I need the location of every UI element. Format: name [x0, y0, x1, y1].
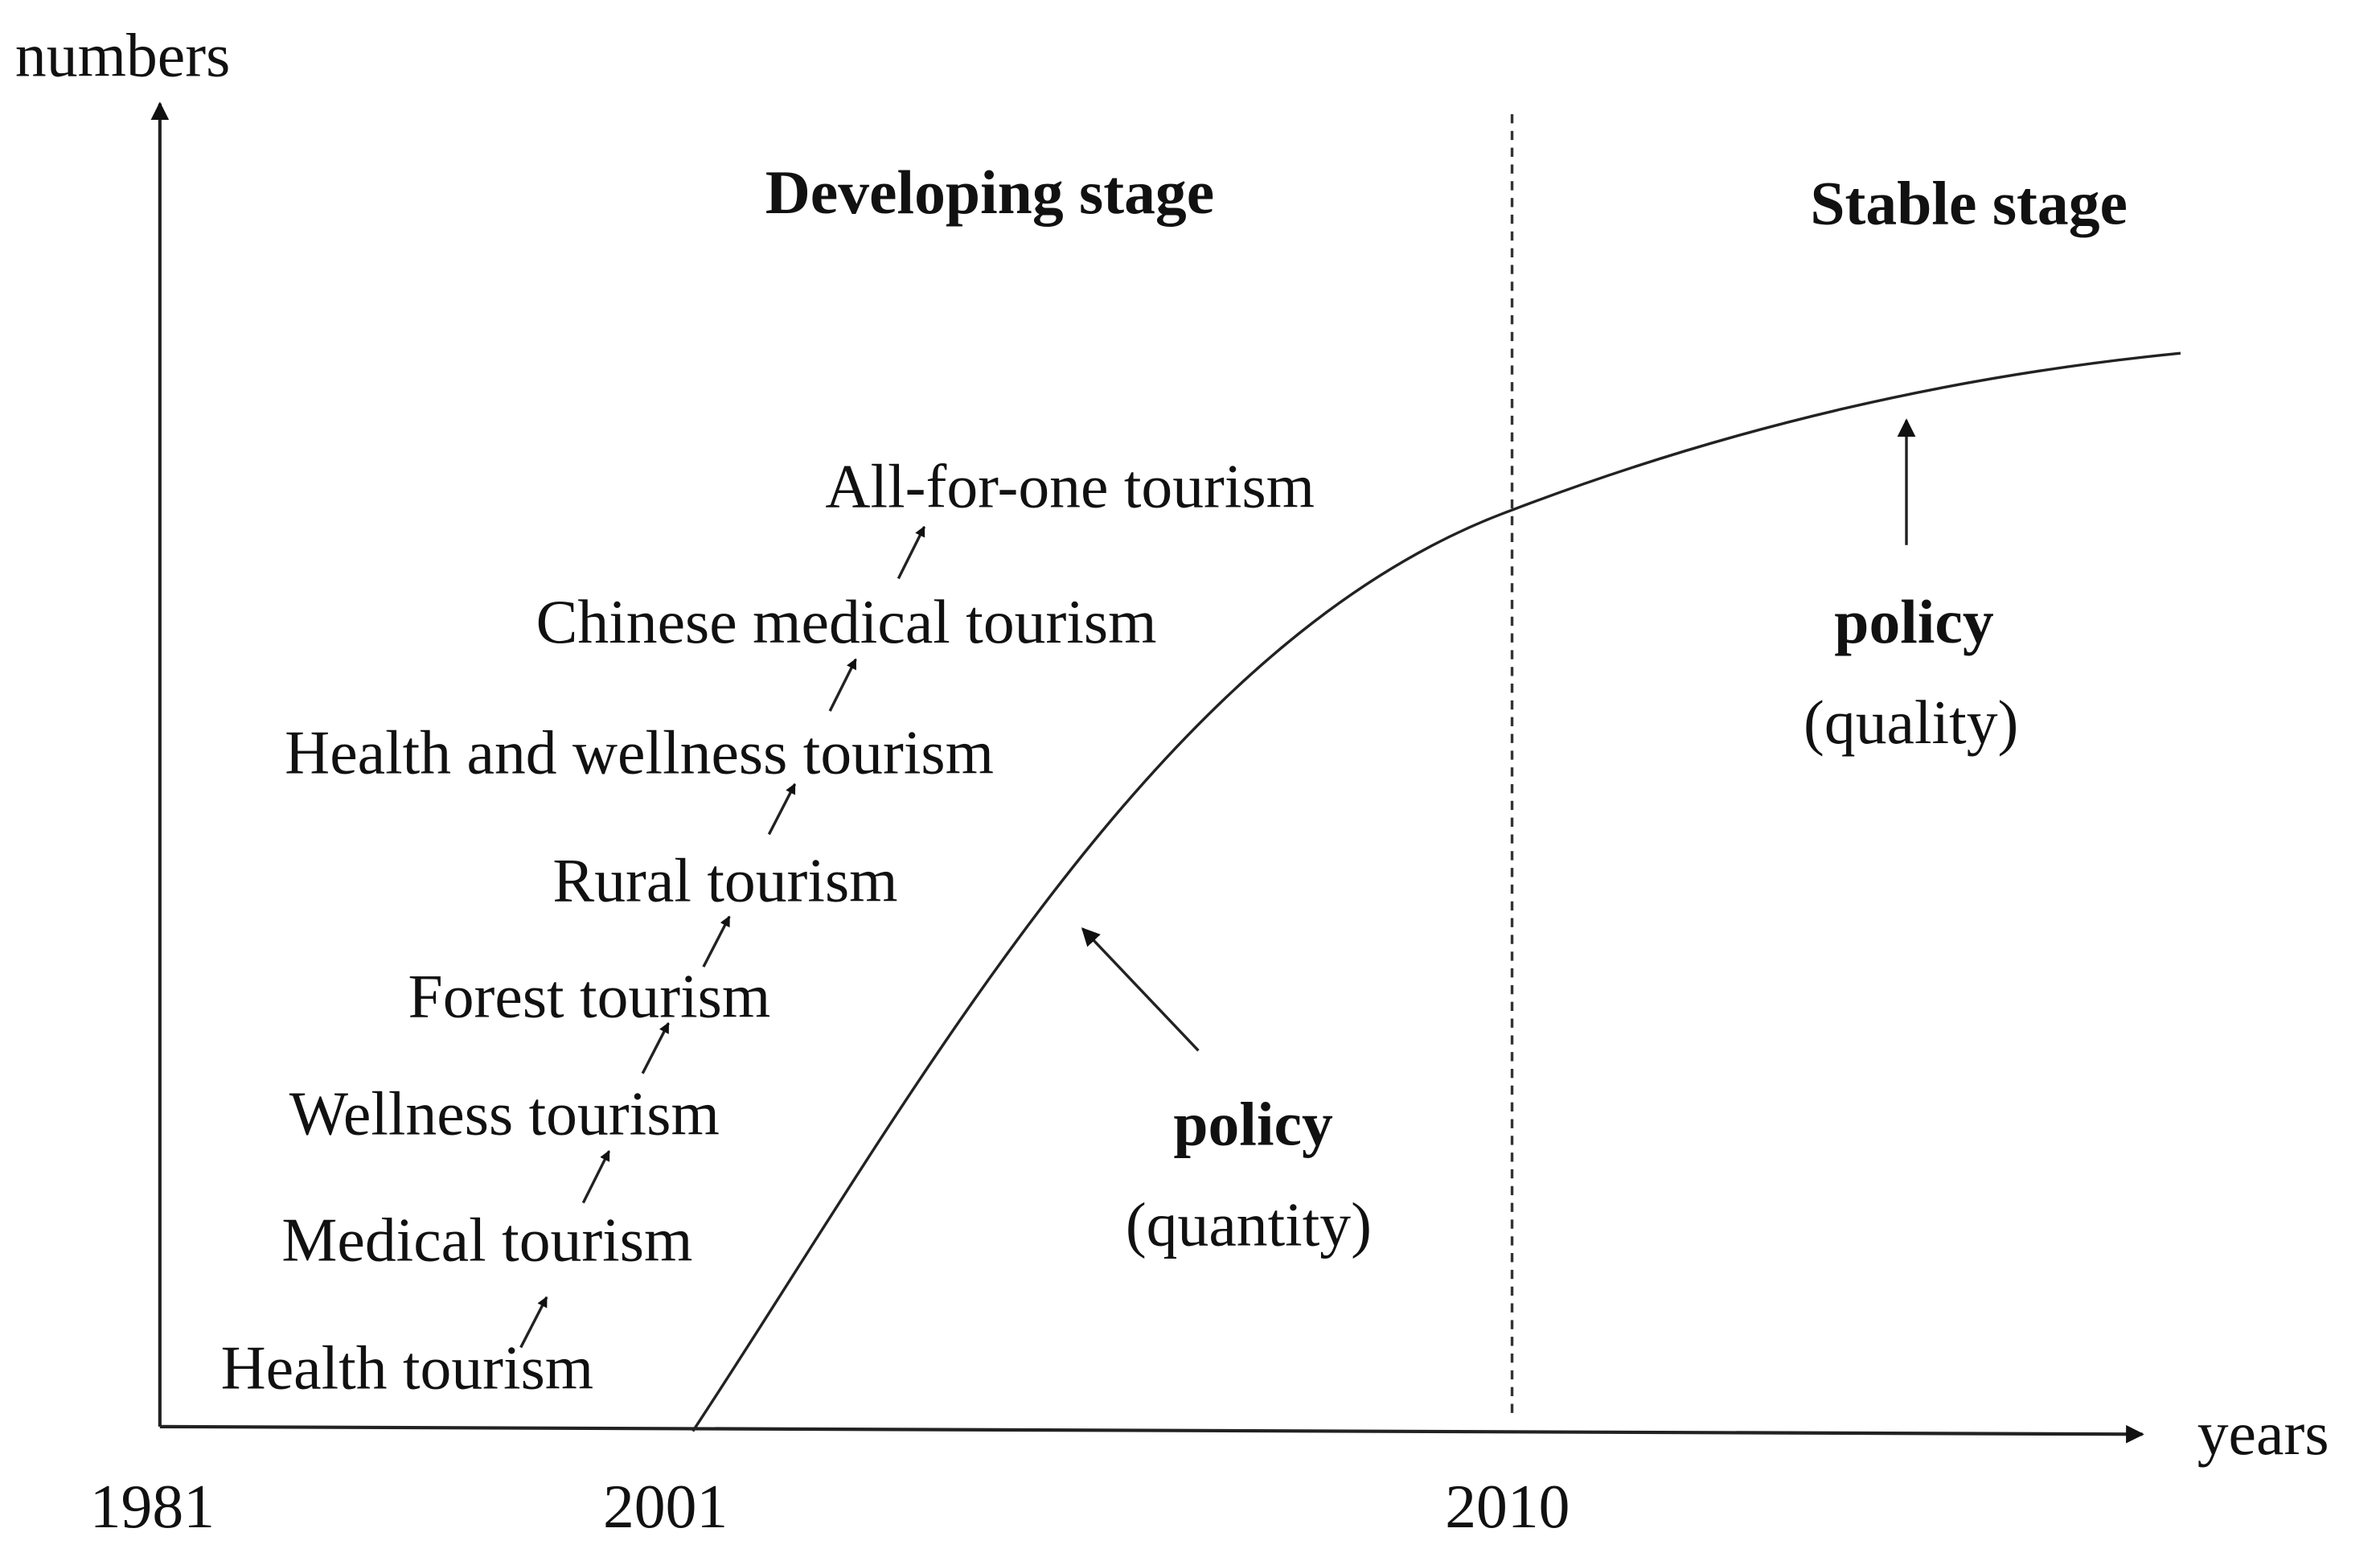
policy-note: (quality): [1803, 688, 2018, 757]
year-label: 2001: [603, 1472, 728, 1541]
policy-arrow: [1081, 927, 1200, 1052]
step-arrows: [519, 525, 926, 1349]
tourism-type: Chinese medical tourism: [536, 587, 1157, 656]
growth-curve: [691, 351, 2181, 1432]
step-arrow: [828, 658, 857, 712]
tourism-type: Health and wellness tourism: [285, 718, 994, 787]
step-arrow: [897, 525, 926, 580]
tourism-type: Health tourism: [221, 1333, 594, 1403]
step-arrow: [519, 1296, 548, 1349]
step-arrow: [767, 783, 797, 836]
step-arrow: [581, 1150, 611, 1204]
tourism-type: Medical tourism: [281, 1206, 692, 1275]
stage-label: Developing stage: [765, 158, 1215, 227]
year-label: 2010: [1445, 1472, 1570, 1541]
tourism-type: Wellness tourism: [289, 1078, 720, 1148]
year-label: 1981: [90, 1472, 215, 1541]
stage-label: Stable stage: [1810, 168, 2128, 237]
tourism-type: Forest tourism: [408, 962, 771, 1031]
tourism-type: All-for-one tourism: [825, 451, 1315, 520]
step-arrow: [702, 915, 731, 968]
tourism-type: Rural tourism: [552, 846, 897, 915]
policy-label: policy: [1834, 587, 1994, 656]
step-arrow: [641, 1022, 670, 1074]
policy-note: (quantity): [1126, 1190, 1372, 1259]
x-axis-label: years: [2197, 1399, 2329, 1468]
y-axis-label: numbers: [15, 21, 230, 90]
x-axis: [159, 1424, 2144, 1444]
policy-label: policy: [1173, 1090, 1333, 1159]
